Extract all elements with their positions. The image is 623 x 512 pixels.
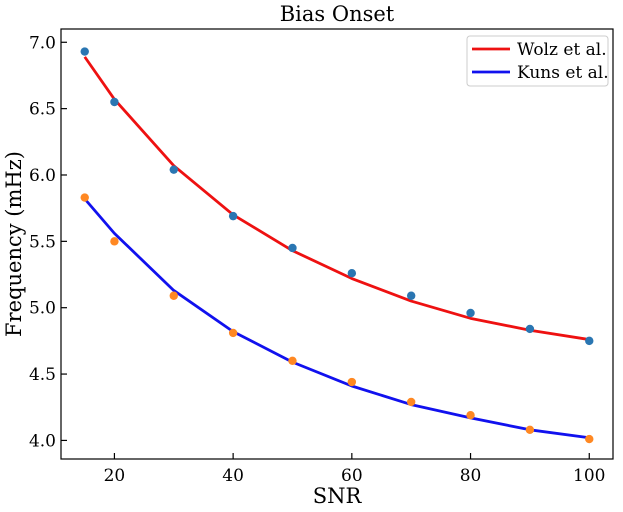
x-axis-label: SNR (313, 484, 363, 508)
x-tick-label: 60 (341, 466, 363, 486)
points-orange-marker (110, 237, 119, 246)
x-tick-label: 20 (104, 466, 126, 486)
legend-label: Wolz et al. (517, 40, 607, 60)
points-blue-marker (466, 308, 475, 318)
points-orange-marker (585, 434, 594, 444)
x-tick-label: 100 (573, 466, 605, 486)
points-orange-marker (406, 397, 416, 407)
y-tick-label: 6.5 (29, 100, 56, 120)
points-orange-marker (169, 291, 178, 300)
points-orange-marker (347, 377, 357, 387)
series-line-1 (83, 56, 590, 341)
points-blue-marker (169, 165, 178, 174)
y-tick-label: 5.5 (29, 232, 56, 252)
points-blue-marker (347, 269, 357, 278)
plot-frame (60, 28, 614, 460)
y-axis-label: Frequency (mHz) (2, 151, 26, 337)
points-blue-marker (525, 324, 535, 334)
points-blue-marker (110, 97, 119, 107)
points-blue-marker (288, 243, 297, 253)
y-tick-label: 7.0 (29, 33, 56, 53)
points-blue-marker (228, 211, 238, 221)
points-orange-marker (525, 425, 535, 434)
points-orange-marker (80, 193, 89, 202)
legend-label: Kuns et al. (517, 63, 609, 83)
series-line-2 (83, 197, 590, 440)
points-orange-marker (466, 411, 475, 420)
y-tick-label: 5.0 (29, 299, 56, 319)
points-orange-marker (228, 328, 238, 338)
y-tick-label: 4.0 (29, 431, 56, 451)
points-orange-marker (288, 356, 297, 365)
y-tick-label: 4.5 (29, 365, 56, 385)
y-tick-label: 6.0 (29, 166, 56, 186)
points-blue-marker (80, 47, 89, 56)
points-blue-marker (585, 336, 594, 346)
chart-title: Bias Onset (280, 2, 395, 26)
points-blue-marker (406, 291, 416, 300)
x-tick-label: 80 (460, 466, 482, 486)
legend: Wolz et al. Kuns et al. (466, 35, 609, 87)
x-tick-label: 40 (222, 466, 244, 486)
